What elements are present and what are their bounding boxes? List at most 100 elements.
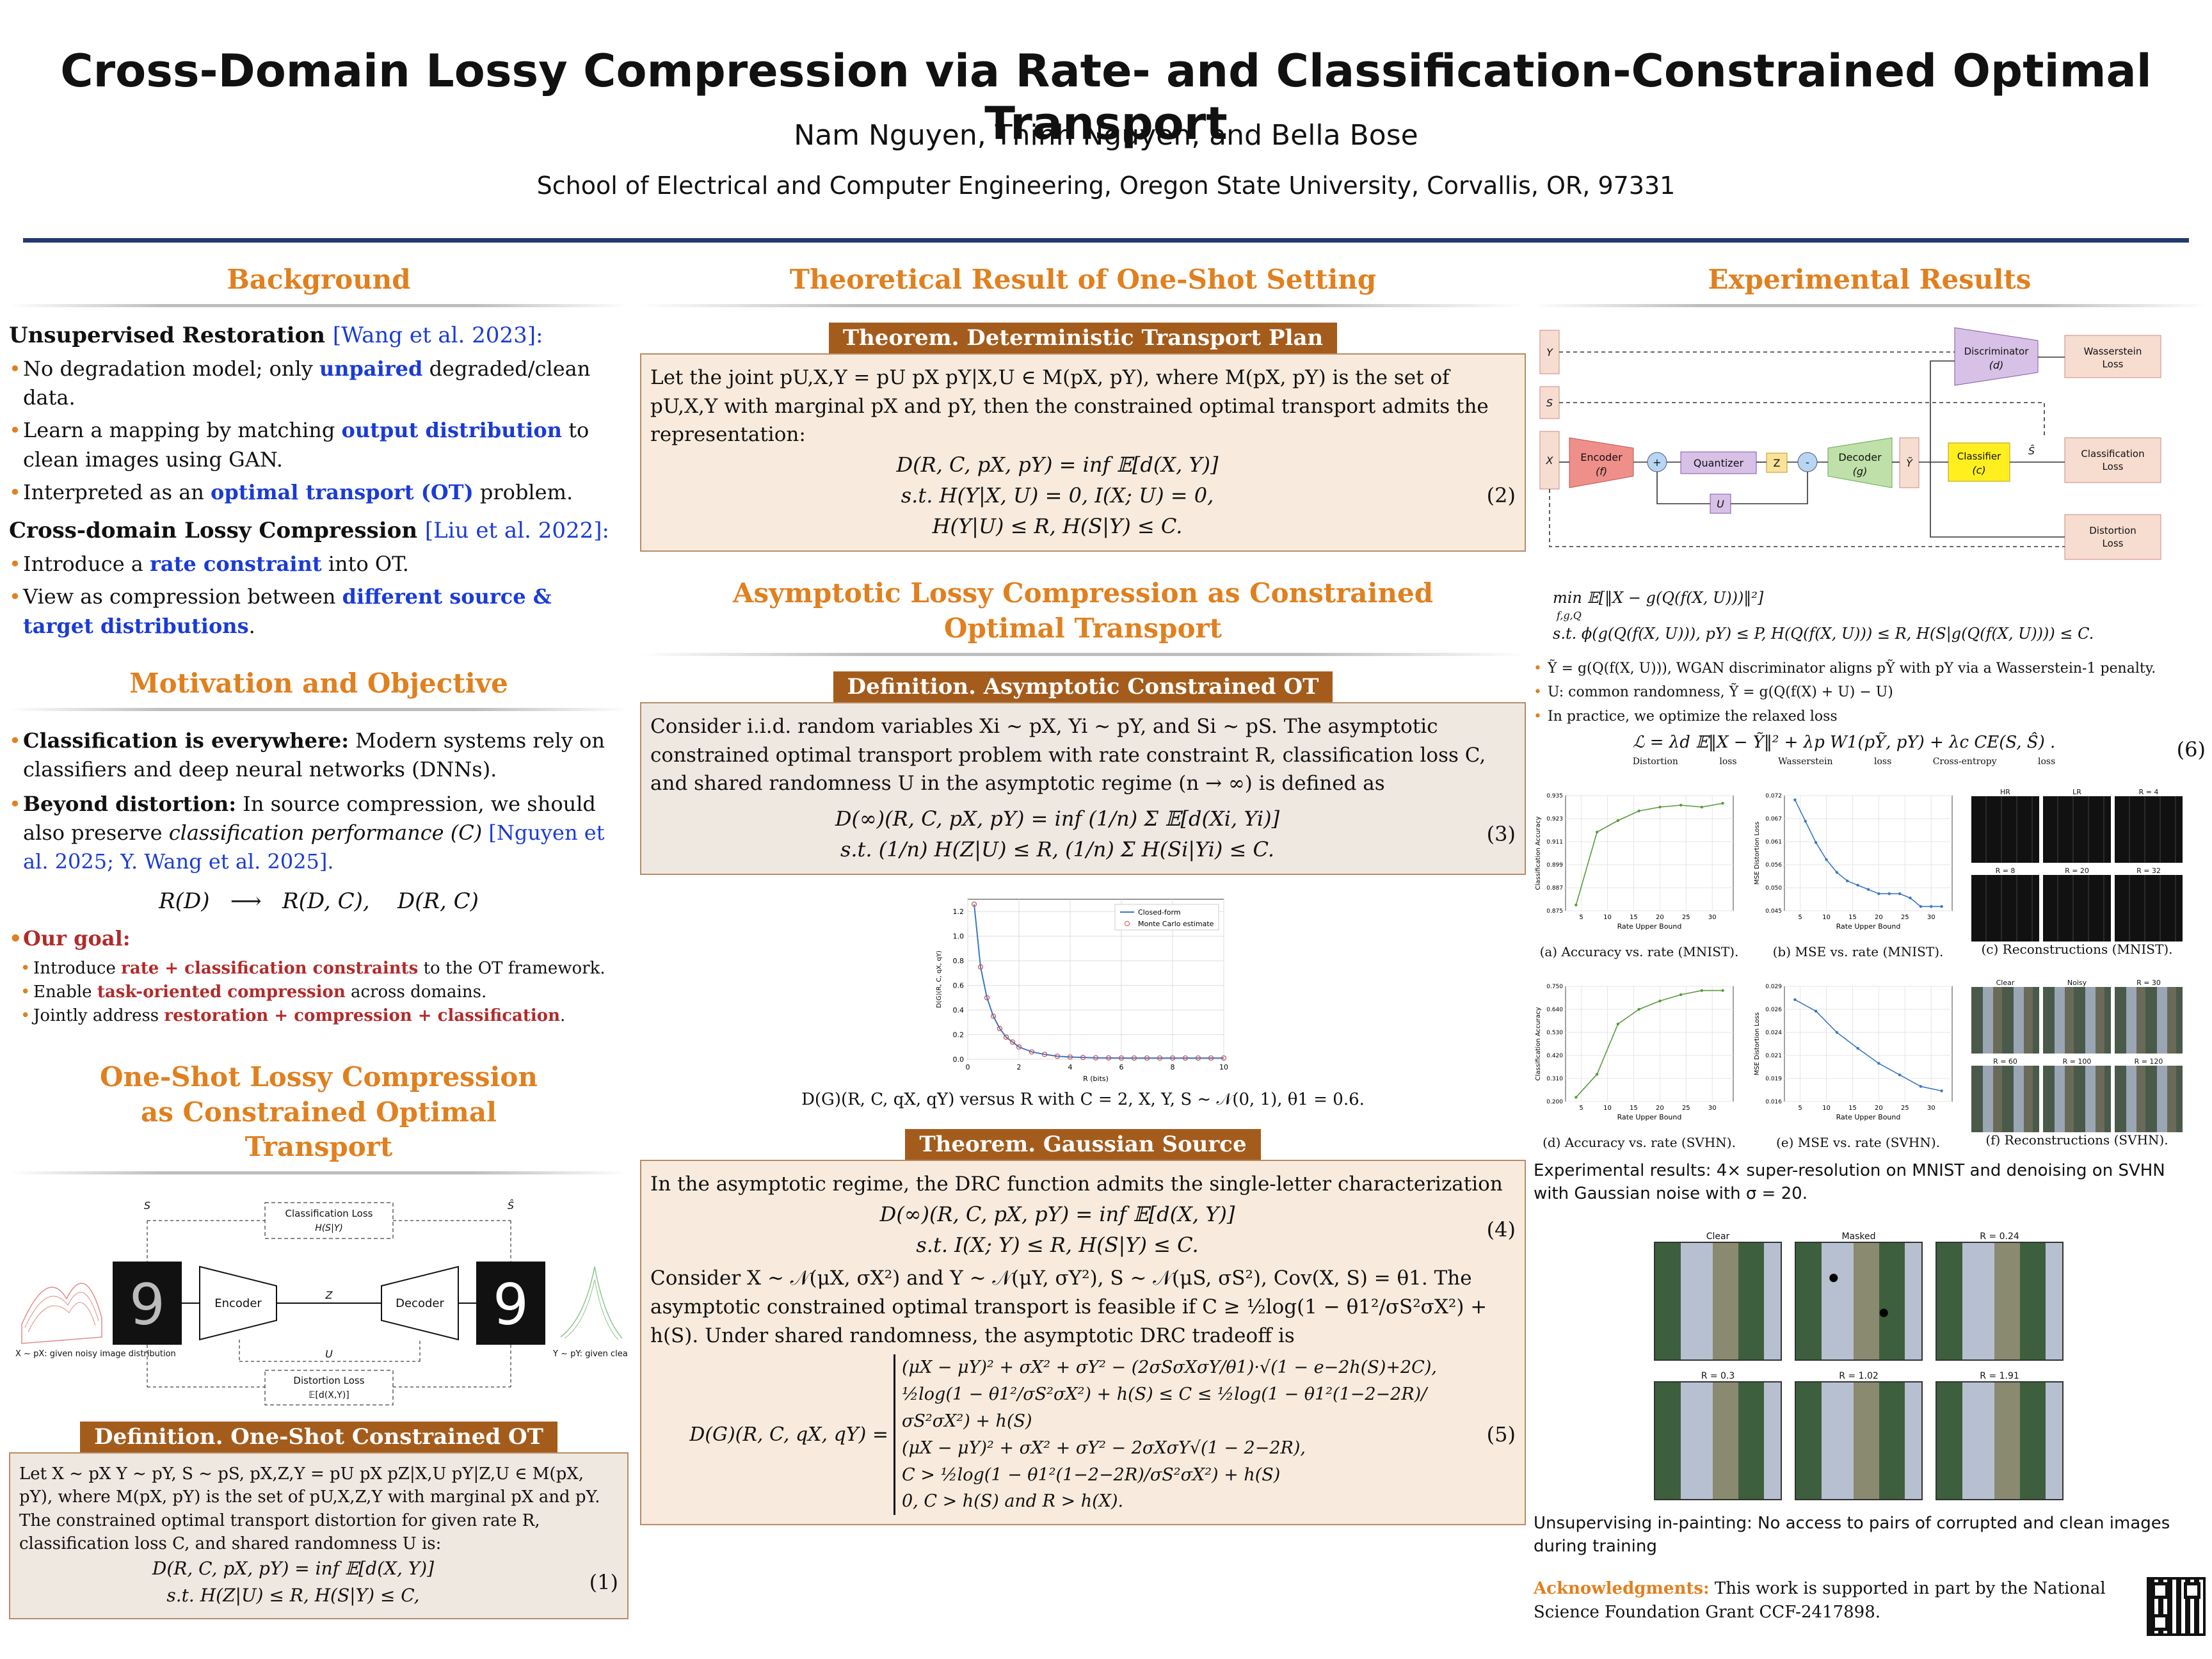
x-tick-label: 20 bbox=[1656, 914, 1664, 921]
data-point bbox=[1637, 809, 1640, 813]
data-point bbox=[1658, 999, 1662, 1002]
y-tick-label: 0.016 bbox=[1765, 1099, 1782, 1105]
quantizer-label: Quantizer bbox=[1694, 457, 1744, 469]
encoder-label: Encoder bbox=[214, 1297, 262, 1310]
data-point bbox=[1846, 879, 1849, 883]
x-tick-label: 4 bbox=[1068, 1063, 1073, 1071]
figure-caption: (e) MSE vs. rate (SVHN). bbox=[1776, 1134, 1940, 1150]
data-point bbox=[1835, 870, 1839, 874]
x-tick-label: 30 bbox=[1927, 1105, 1936, 1112]
y-tick-label: 0.750 bbox=[1546, 984, 1563, 990]
recon-tile-label: R = 120 bbox=[2134, 1057, 2163, 1066]
recon-image bbox=[2043, 986, 2111, 1054]
data-point bbox=[1825, 858, 1828, 862]
recon-tile: R = 4 bbox=[2115, 788, 2183, 863]
wasserstein-loss-box bbox=[2064, 335, 2161, 378]
data-point bbox=[1721, 989, 1724, 992]
data-point bbox=[1575, 903, 1578, 907]
recon-tile: Clear bbox=[1971, 979, 2039, 1054]
x-input-label: X bbox=[1546, 454, 1554, 467]
z-block bbox=[1766, 453, 1788, 473]
x-tick-label: 20 bbox=[1875, 1105, 1883, 1112]
s-hat-label: Ŝ bbox=[508, 1199, 514, 1212]
list-item: Enable task-oriented compression across … bbox=[9, 981, 629, 1004]
data-point bbox=[1898, 1073, 1902, 1077]
plus-label: + bbox=[1653, 456, 1661, 469]
citation[interactable]: [Nguyen et al. 2025; Y. Wang et al. 2025… bbox=[23, 821, 605, 874]
inpaint-tile: R = 1.02 bbox=[1795, 1371, 1923, 1500]
recon-image bbox=[1971, 874, 2039, 942]
y-tick-label: 0.935 bbox=[1546, 793, 1563, 799]
inpaint-tile-label: R = 0.3 bbox=[1701, 1370, 1735, 1381]
monte-carlo-point bbox=[984, 995, 990, 1001]
x-tick-label: 0 bbox=[966, 1063, 970, 1071]
y-axis-label: Classification Accuracy bbox=[1535, 1007, 1542, 1080]
recon-tile: HR bbox=[1971, 788, 2039, 863]
y-tick-label: 0.200 bbox=[1546, 1099, 1563, 1105]
acknowledgments: Acknowledgments: This work is supported … bbox=[1534, 1579, 2106, 1622]
y-tick-label: 0.019 bbox=[1765, 1076, 1782, 1082]
wasserstein-loss-label: Wasserstein Loss bbox=[2084, 346, 2142, 370]
y-tilde-box bbox=[1899, 437, 1919, 488]
y-axis-label: D(G)(R, C, qX, qY) bbox=[936, 950, 943, 1008]
gaussian-text-2: Consider X ∼ 𝒩(μX, σX²) and Y ∼ 𝒩(μY, σY… bbox=[650, 1267, 1487, 1348]
recon-image bbox=[1971, 796, 2039, 863]
recon-image bbox=[2115, 874, 2183, 942]
x-tick-label: 15 bbox=[1630, 914, 1638, 921]
y-tick-label: 0.875 bbox=[1546, 908, 1563, 915]
classifier-label: Classifier bbox=[1957, 451, 2001, 462]
data-point bbox=[1887, 892, 1891, 895]
monte-carlo-point bbox=[1169, 1055, 1176, 1061]
encoder-label: Encoder bbox=[1580, 451, 1623, 463]
qr-code[interactable] bbox=[2147, 1577, 2206, 1637]
inpaint-tile-label: R = 1.02 bbox=[1839, 1370, 1879, 1381]
figure-caption: (a) Accuracy vs. rate (MNIST). bbox=[1539, 943, 1739, 959]
citation[interactable]: [Liu et al. 2022]: bbox=[424, 517, 609, 543]
monte-carlo-point bbox=[1029, 1049, 1035, 1055]
distortion-loss-label: Distortion Loss bbox=[2089, 525, 2136, 549]
definition-oneshot-label: Definition. One-Shot Constrained OT bbox=[80, 1421, 557, 1452]
citation[interactable]: [Wang et al. 2023]: bbox=[332, 322, 543, 348]
inpaint-tile-label: R = 0.24 bbox=[1980, 1231, 2019, 1242]
recon-image bbox=[1971, 1065, 2039, 1132]
data-point bbox=[1595, 830, 1599, 834]
data-point bbox=[1814, 841, 1818, 844]
x-tick-label: 15 bbox=[1630, 1105, 1638, 1112]
x-axis-label: Rate Upper Bound bbox=[1617, 922, 1682, 931]
recon-image bbox=[2043, 874, 2111, 942]
x-tick-label: 15 bbox=[1848, 914, 1857, 921]
distortion-loss-box bbox=[264, 1370, 394, 1406]
theorem-deterministic-text: Let the joint pU,X,Y = pU pX pY|X,U ∈ M(… bbox=[650, 365, 1489, 447]
mse-svhn-plot: 5 10 15 20 25 30 0.016 0.019 0.021 0.024 0.026 0.02… bbox=[1752, 978, 1964, 1132]
x-distribution-caption: X ∼ pX: given noisy image distribution bbox=[15, 1349, 176, 1359]
x-tick-label: 5 bbox=[1798, 914, 1802, 921]
gaussian-text-1: In the asymptotic regime, the DRC functi… bbox=[650, 1173, 1503, 1196]
x-tick-label: 25 bbox=[1901, 1105, 1909, 1112]
x-tick-label: 10 bbox=[1822, 1105, 1831, 1112]
recon-image bbox=[2043, 1065, 2111, 1132]
y-axis-label: Classification Accuracy bbox=[1535, 816, 1542, 890]
monte-carlo-point bbox=[1157, 1055, 1163, 1061]
optimization-problem: min 𝔼[‖X − g(Q(f(X, U)))‖²] f,g,Q s.t. ϕ… bbox=[1553, 588, 2094, 643]
legend-point-marker bbox=[1125, 921, 1130, 927]
s-hat-label: Ŝ bbox=[2028, 445, 2035, 457]
recon-tile: R = 32 bbox=[2115, 867, 2183, 942]
monte-carlo-point bbox=[1003, 1034, 1009, 1040]
y-tick-label: 0.061 bbox=[1765, 839, 1782, 846]
x-tick-label: 2 bbox=[1017, 1063, 1022, 1071]
list-item: View as compression between different so… bbox=[9, 582, 629, 641]
encoder-sub: (f) bbox=[1596, 465, 1607, 477]
goal-heading: Our goal: bbox=[9, 924, 629, 954]
data-point bbox=[1877, 1062, 1880, 1065]
inpaint-image bbox=[1936, 1241, 2064, 1361]
inpaint-tile-label: Masked bbox=[1841, 1231, 1876, 1242]
monte-carlo-point bbox=[1016, 1045, 1022, 1050]
plot-frame bbox=[1784, 795, 1953, 911]
monte-carlo-point bbox=[1221, 1055, 1227, 1061]
z-label: Z bbox=[1774, 457, 1781, 469]
y-tick-label: 0.029 bbox=[1765, 984, 1782, 990]
recon-tile-label: Noisy bbox=[2067, 978, 2087, 987]
data-point bbox=[1856, 883, 1859, 887]
legend-label: Monte Carlo estimate bbox=[1138, 920, 1214, 928]
y-tick-label: 1.2 bbox=[953, 908, 965, 917]
